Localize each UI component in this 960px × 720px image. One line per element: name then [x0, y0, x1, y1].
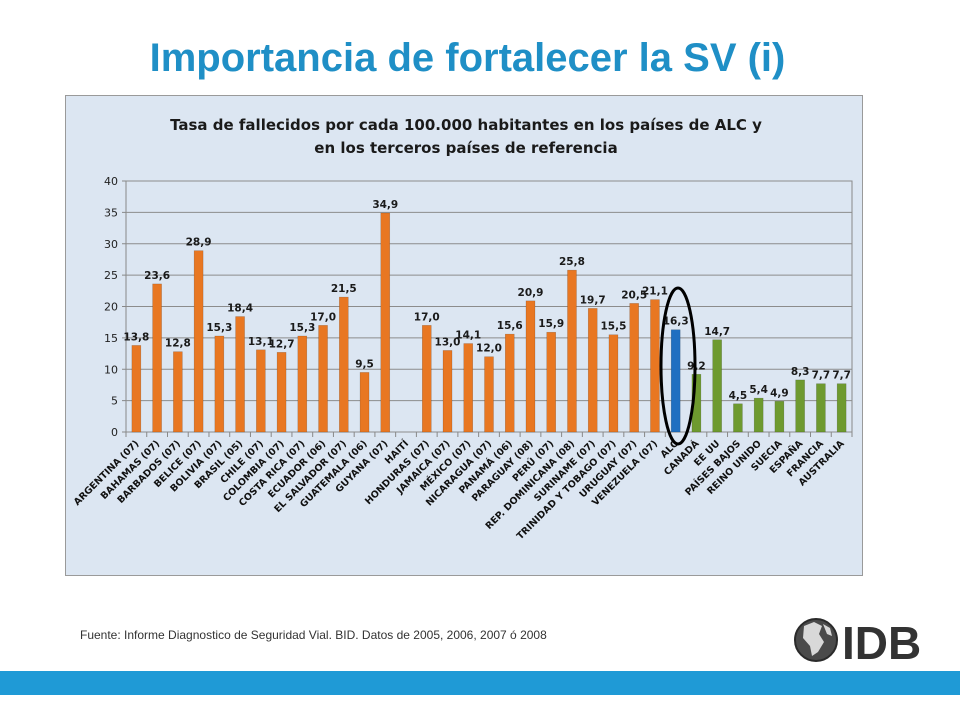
bar-value-label: 4,5: [729, 390, 748, 402]
bar-value-label: 15,5: [600, 321, 626, 333]
bar: [359, 372, 370, 433]
bar-value-label: 19,7: [580, 294, 606, 306]
bar-chart: Tasa de fallecidos por cada 100.000 habi…: [72, 116, 853, 542]
bar-value-label: 4,9: [770, 387, 789, 399]
bar-value-label: 12,7: [269, 338, 295, 350]
bar: [795, 379, 805, 433]
source-note: Fuente: Informe Diagnostico de Seguridad…: [80, 628, 547, 642]
bar-value-label: 12,8: [165, 338, 191, 350]
bar-value-label: 12,0: [476, 343, 502, 355]
bar-value-label: 14,1: [455, 330, 481, 342]
bar: [484, 356, 494, 433]
bar-value-label: 7,7: [812, 370, 831, 382]
chart-title-line-1: Tasa de fallecidos por cada 100.000 habi…: [170, 116, 762, 134]
bar: [442, 350, 453, 433]
bar: [836, 383, 847, 433]
y-axis: 0 5 10 15 20 25 30 35 40: [104, 175, 853, 439]
bar-value-label: 20,9: [518, 287, 544, 299]
bar: [235, 316, 245, 433]
bar: [650, 299, 660, 433]
y-tick-label: 35: [104, 206, 118, 219]
bar: [339, 296, 349, 433]
bar: [131, 345, 142, 433]
bar-value-label: 15,6: [497, 320, 523, 332]
y-tick-label: 15: [104, 332, 118, 345]
bar-value-label: 21,5: [331, 283, 357, 295]
bar: [608, 334, 619, 433]
bar: [422, 325, 432, 433]
bars: [131, 212, 847, 433]
bar: [318, 325, 328, 433]
chart-panel: Tasa de fallecidos por cada 100.000 habi…: [65, 95, 863, 576]
bar-value-label: 7,7: [832, 370, 851, 382]
bar-value-label: 8,3: [791, 366, 810, 378]
bar: [816, 383, 826, 433]
y-tick-label: 30: [104, 238, 118, 251]
logo-text: IDB: [842, 617, 921, 668]
footer-bar: [0, 671, 960, 695]
bar-value-label: 13,0: [435, 336, 461, 348]
x-axis-category-labels: ARGENTINA (07)BAHAMAS (07)BARBADOS (07)B…: [72, 437, 847, 542]
bar: [567, 269, 577, 433]
y-tick-label: 0: [111, 426, 118, 439]
y-tick-label: 25: [104, 269, 118, 282]
bar: [504, 333, 515, 433]
alc-highlight-oval: [659, 286, 697, 446]
bar-value-label: 23,6: [144, 270, 170, 282]
bar: [712, 339, 722, 433]
bar: [380, 212, 391, 433]
bar: [587, 308, 598, 433]
bar: [297, 335, 308, 433]
bar-value-label: 18,4: [227, 303, 253, 315]
bar-value-label: 15,9: [538, 318, 564, 330]
bar: [193, 250, 204, 433]
bar-value-label: 25,8: [559, 256, 585, 268]
y-tick-label: 10: [104, 363, 118, 376]
bar: [629, 303, 639, 433]
bar: [276, 352, 287, 433]
bar: [214, 335, 225, 433]
bar-value-label: 17,0: [310, 311, 336, 323]
bar-value-label: 9,5: [355, 358, 374, 370]
chart-title-line-2: en los terceros países de referencia: [314, 139, 617, 157]
bar-value-label: 13,8: [123, 331, 149, 343]
bar: [733, 403, 743, 433]
bar: [256, 349, 266, 433]
bar: [525, 300, 536, 433]
bar-value-label: 13,1: [248, 336, 274, 348]
bar: [463, 343, 474, 433]
y-tick-label: 20: [104, 301, 118, 314]
bar-value-label: 20,5: [621, 289, 647, 301]
bar-value-label: 16,3: [663, 316, 689, 328]
bar: [670, 329, 681, 433]
bar-value-label: 34,9: [372, 199, 398, 211]
bar: [753, 397, 764, 433]
bar-value-label: 15,3: [206, 322, 232, 334]
bar: [546, 331, 556, 433]
data-labels: 13,823,612,828,915,318,413,112,715,317,0…: [123, 199, 851, 402]
slide-title: Importancia de fortalecer la SV (i): [149, 36, 786, 80]
bar-value-label: 28,9: [186, 237, 212, 249]
bar-value-label: 14,7: [704, 326, 730, 338]
idb-logo: IDB: [794, 617, 921, 668]
bar-value-label: 5,4: [749, 384, 768, 396]
bar-value-label: 15,3: [289, 322, 315, 334]
globe-icon: [794, 618, 838, 662]
bar: [173, 351, 183, 433]
bar: [152, 283, 162, 433]
bar-value-label: 17,0: [414, 311, 440, 323]
bar-value-label: 21,1: [642, 286, 668, 298]
y-tick-label: 40: [104, 175, 118, 188]
bar: [774, 401, 785, 433]
y-tick-label: 5: [111, 395, 118, 408]
